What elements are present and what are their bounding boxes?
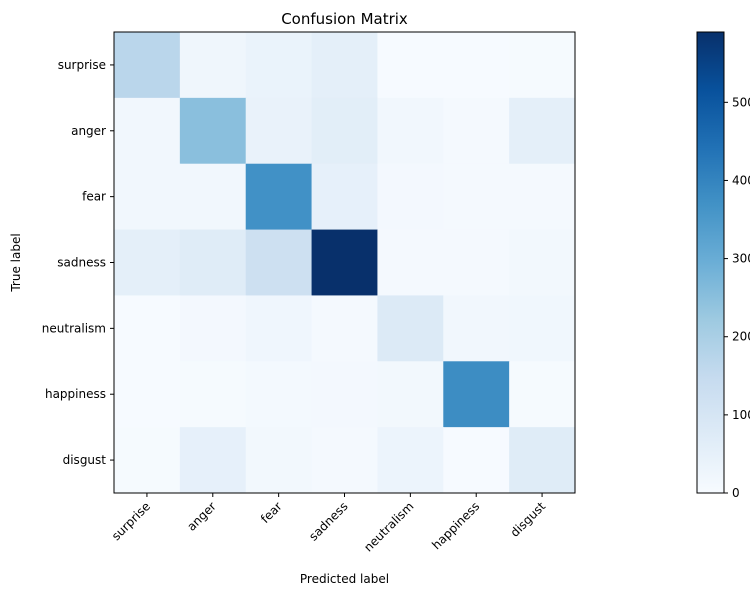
y-axis-label: True label xyxy=(9,233,23,292)
heatmap-cell xyxy=(311,295,378,362)
y-tick-label: fear xyxy=(82,190,106,204)
x-tick-label: fear xyxy=(258,499,285,526)
colorbar-tick-label: 5000 xyxy=(732,95,750,109)
heatmap-cell xyxy=(509,32,576,99)
x-axis-ticks: surprise anger fear sadness neutralism happin… xyxy=(109,493,548,555)
heatmap-cell xyxy=(114,163,181,231)
heatmap-cell xyxy=(443,229,510,296)
y-axis-ticks: surprise anger fear sadness neutralism happin… xyxy=(42,58,114,467)
x-tick-label: anger xyxy=(184,499,219,534)
heatmap-cell xyxy=(311,361,378,428)
heatmap-cell xyxy=(443,97,510,165)
heatmap-cell xyxy=(443,32,510,99)
colorbar xyxy=(696,31,725,494)
heatmap-cell xyxy=(311,163,378,231)
heatmap-cell xyxy=(311,97,378,165)
heatmap-cell xyxy=(377,361,444,428)
heatmap-cell xyxy=(509,361,576,428)
y-tick-label: disgust xyxy=(63,453,107,467)
heatmap-cell xyxy=(377,295,444,362)
heatmap-cell xyxy=(179,32,247,99)
heatmap-cell xyxy=(443,295,510,362)
heatmap-cell xyxy=(245,361,313,428)
heatmap-cell xyxy=(114,361,181,428)
colorbar-ticks: 0 1000 2000 3000 4000 5000 xyxy=(724,95,750,500)
colorbar-tick-label: 4000 xyxy=(732,173,750,187)
heatmap-cell xyxy=(443,163,510,231)
heatmap-cell xyxy=(179,427,247,494)
y-tick-label: sadness xyxy=(57,256,106,270)
heatmap-cell xyxy=(179,163,247,231)
heatmap-cell xyxy=(377,229,444,296)
y-tick-label: happiness xyxy=(45,387,106,401)
heatmap-cell xyxy=(179,295,247,362)
heatmap-cell xyxy=(245,229,313,296)
heatmap-cell xyxy=(245,97,313,165)
heatmap-cell xyxy=(509,97,576,165)
x-tick-label: happiness xyxy=(429,499,482,552)
heatmap-cell xyxy=(377,97,444,165)
heatmap-cell xyxy=(114,32,181,99)
heatmap-cell xyxy=(377,163,444,231)
x-tick-label: disgust xyxy=(508,499,549,540)
heatmap-cell xyxy=(245,163,313,231)
heatmap-cell xyxy=(443,427,510,494)
heatmap-cell xyxy=(377,427,444,494)
heatmap-cell xyxy=(179,361,247,428)
x-axis-label: Predicted label xyxy=(300,572,389,586)
colorbar-tick-label: 1000 xyxy=(732,408,750,422)
heatmap-cell xyxy=(311,229,378,296)
heatmap-cell xyxy=(245,295,313,362)
colorbar-tick-label: 0 xyxy=(732,486,740,500)
heatmap-cell xyxy=(114,295,181,362)
heatmap-cell xyxy=(311,32,378,99)
x-tick-label: sadness xyxy=(306,499,350,543)
chart-title: Confusion Matrix xyxy=(281,10,408,28)
heatmap-cell xyxy=(311,427,378,494)
heatmap-cell xyxy=(179,229,247,296)
heatmap-cell xyxy=(114,229,181,296)
y-tick-label: neutralism xyxy=(42,321,106,335)
heatmap-cell xyxy=(443,361,510,428)
heatmap-cell xyxy=(114,427,181,494)
heatmap-cell xyxy=(509,295,576,362)
x-tick-label: surprise xyxy=(109,499,153,543)
heatmap-cell xyxy=(509,427,576,494)
heatmap-cell xyxy=(509,229,576,296)
heatmap-cell xyxy=(179,97,247,165)
heatmap-cell xyxy=(245,32,313,99)
x-tick-label: neutralism xyxy=(361,499,416,554)
y-tick-label: surprise xyxy=(58,58,106,72)
matrix-cells xyxy=(114,32,576,494)
colorbar-tick-label: 2000 xyxy=(732,330,750,344)
heatmap-cell xyxy=(245,427,313,494)
colorbar-tick-label: 3000 xyxy=(732,252,750,266)
heatmap-cell xyxy=(114,97,181,165)
heatmap-cell xyxy=(509,163,576,231)
heatmap-cell xyxy=(377,32,444,99)
y-tick-label: anger xyxy=(71,124,106,138)
